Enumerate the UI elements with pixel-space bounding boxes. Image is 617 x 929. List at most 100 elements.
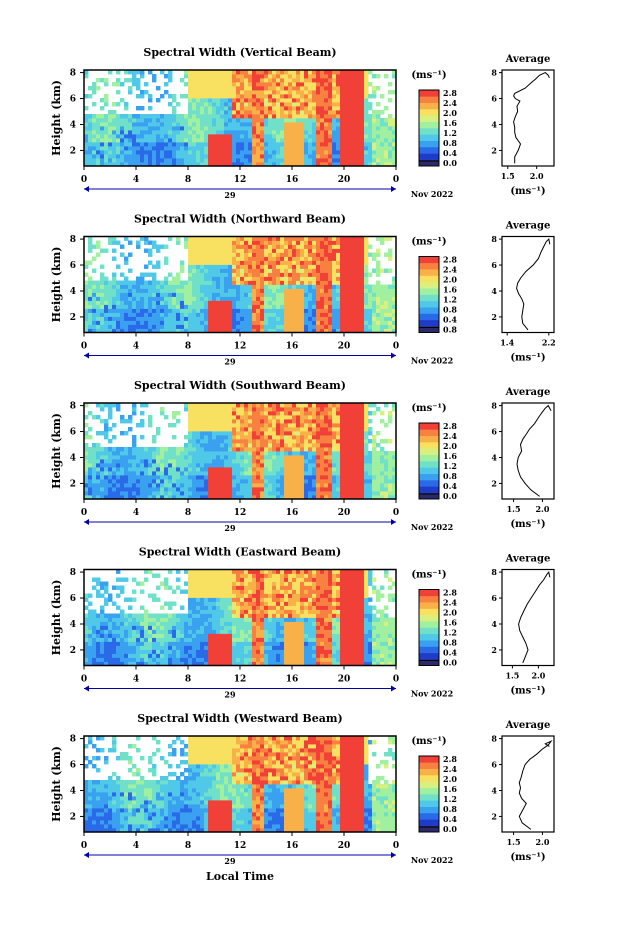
heatmap-cell xyxy=(324,272,329,277)
heatmap-cell xyxy=(340,495,345,500)
heatmap-cell xyxy=(264,447,269,452)
heatmap-cell xyxy=(112,146,117,151)
heatmap-cell xyxy=(224,455,229,460)
heatmap-cell xyxy=(128,308,133,313)
heatmap-cell xyxy=(268,146,273,151)
heatmap-cell xyxy=(392,138,397,143)
heatmap-cell xyxy=(216,487,221,492)
heatmap-cell xyxy=(152,300,157,305)
heatmap-cell xyxy=(380,491,385,496)
heatmap-cell xyxy=(252,471,257,476)
heatmap-cell xyxy=(352,455,357,460)
heatmap-cell xyxy=(260,447,265,452)
heatmap-cell xyxy=(292,467,297,472)
heatmap-cell xyxy=(240,455,245,460)
heatmap-cell xyxy=(276,284,281,289)
heatmap-cell xyxy=(296,142,301,147)
heatmap-cell xyxy=(176,296,181,301)
heatmap-cell xyxy=(340,110,345,115)
heatmap-cell xyxy=(264,82,269,87)
heatmap-cell xyxy=(244,316,249,321)
colorbar-segment xyxy=(419,300,439,308)
heatmap-cell xyxy=(324,256,329,261)
heatmap-cell xyxy=(360,90,365,95)
heatmap-cell xyxy=(212,248,217,253)
heatmap-cell xyxy=(164,324,169,329)
heatmap-cell xyxy=(204,236,209,241)
heatmap-cell xyxy=(264,90,269,95)
heatmap-cell xyxy=(228,435,233,440)
heatmap-cell xyxy=(368,150,373,155)
heatmap-cell xyxy=(352,244,357,249)
heatmap-cell xyxy=(184,150,189,155)
heatmap-cell xyxy=(268,459,273,464)
heatmap-cell xyxy=(344,451,349,456)
heatmap-cell xyxy=(252,142,257,147)
heatmap-cell xyxy=(156,284,161,289)
heatmap-cell xyxy=(180,447,185,452)
heatmap-cell xyxy=(264,467,269,472)
heatmap-cell xyxy=(88,316,93,321)
heatmap-cell xyxy=(192,447,197,452)
heatmap-cell xyxy=(164,316,169,321)
heatmap-cell xyxy=(388,308,393,313)
heatmap-cell xyxy=(300,90,305,95)
heatmap-cell xyxy=(304,296,309,301)
heatmap-cell xyxy=(184,447,189,452)
heatmap-cell xyxy=(152,304,157,309)
heatmap-cell xyxy=(260,86,265,91)
heatmap-cell xyxy=(364,86,369,91)
heatmap-cell xyxy=(344,296,349,301)
heatmap-cell xyxy=(356,236,361,241)
heatmap-cell xyxy=(276,146,281,151)
heatmap-cell xyxy=(216,146,221,151)
heatmap-cell xyxy=(332,86,337,91)
heatmap-cell xyxy=(288,256,293,261)
heatmap-cell xyxy=(268,427,273,432)
heatmap-cell xyxy=(92,491,97,496)
heatmap-cell xyxy=(148,459,153,464)
heatmap-cell xyxy=(328,423,333,428)
heatmap-cell xyxy=(104,435,109,440)
heatmap-cell xyxy=(368,244,373,249)
heatmap-cell xyxy=(144,475,149,480)
heatmap-cell xyxy=(212,236,217,241)
heatmap-cell xyxy=(356,268,361,273)
heatmap-cell xyxy=(368,483,373,488)
heatmap-cell xyxy=(300,407,305,412)
heatmap-cell xyxy=(296,495,301,500)
heatmap-cell xyxy=(236,304,241,309)
heatmap-cell xyxy=(224,276,229,281)
heatmap-cell xyxy=(308,292,313,297)
heatmap-cell xyxy=(140,471,145,476)
heatmap-cell xyxy=(288,118,293,123)
heatmap-cell xyxy=(252,415,257,420)
heatmap-cell xyxy=(256,110,261,115)
heatmap-cell xyxy=(332,130,337,135)
heatmap-cell xyxy=(152,316,157,321)
heatmap-cell xyxy=(192,118,197,123)
heatmap-cell xyxy=(300,94,305,99)
heatmap-cell xyxy=(380,138,385,143)
heatmap-cell xyxy=(244,126,249,131)
heatmap-cell xyxy=(308,296,313,301)
heatmap-cell xyxy=(212,292,217,297)
heatmap-cell xyxy=(100,118,105,123)
heatmap-cell xyxy=(220,130,225,135)
heatmap-cell xyxy=(312,284,317,289)
heatmap-cell xyxy=(176,114,181,119)
heatmap-cell xyxy=(212,134,217,139)
heatmap-cell xyxy=(240,467,245,472)
heatmap-cell xyxy=(224,487,229,492)
heatmap-cell xyxy=(252,292,257,297)
heatmap-cell xyxy=(284,272,289,277)
heatmap-cell xyxy=(256,439,261,444)
heatmap-cell xyxy=(248,451,253,456)
heatmap-cell xyxy=(188,491,193,496)
heatmap-cell xyxy=(128,126,133,131)
heatmap-cell xyxy=(260,158,265,163)
heatmap-cell xyxy=(208,471,213,476)
heatmap-cell xyxy=(376,158,381,163)
heatmap-cell xyxy=(144,467,149,472)
heatmap-cell xyxy=(272,276,277,281)
